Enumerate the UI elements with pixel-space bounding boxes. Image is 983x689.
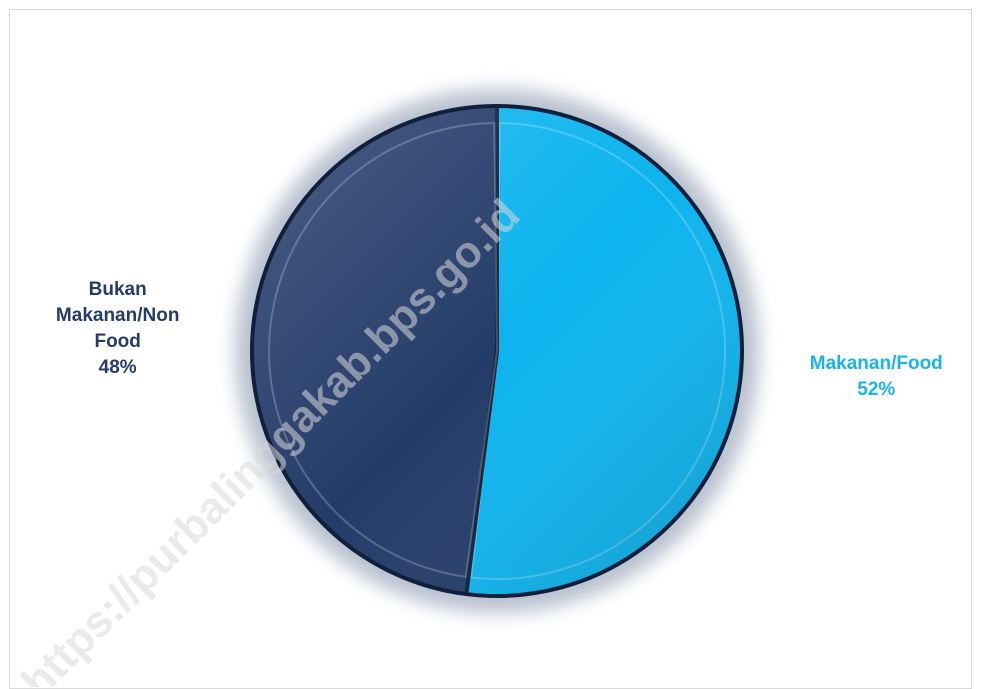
pie-label-line: Makanan/Food (810, 353, 943, 374)
pie-label-line: Bukan (89, 279, 147, 300)
pie-slices (250, 104, 744, 598)
pie-label-line: Makanan/Non (56, 305, 180, 326)
pie-label-line: 52% (857, 379, 895, 400)
pie-label-line: Food (94, 331, 140, 352)
pie-label-1: Makanan/Food 52% (810, 353, 943, 400)
pie-labels: Makanan/Food 52% Bukan Makanan/Non Food 48% (56, 279, 943, 400)
pie-label-line: 48% (99, 357, 137, 378)
pie-slice-1 (464, 104, 744, 598)
pie-label-2: Bukan Makanan/Non Food 48% (56, 279, 180, 378)
